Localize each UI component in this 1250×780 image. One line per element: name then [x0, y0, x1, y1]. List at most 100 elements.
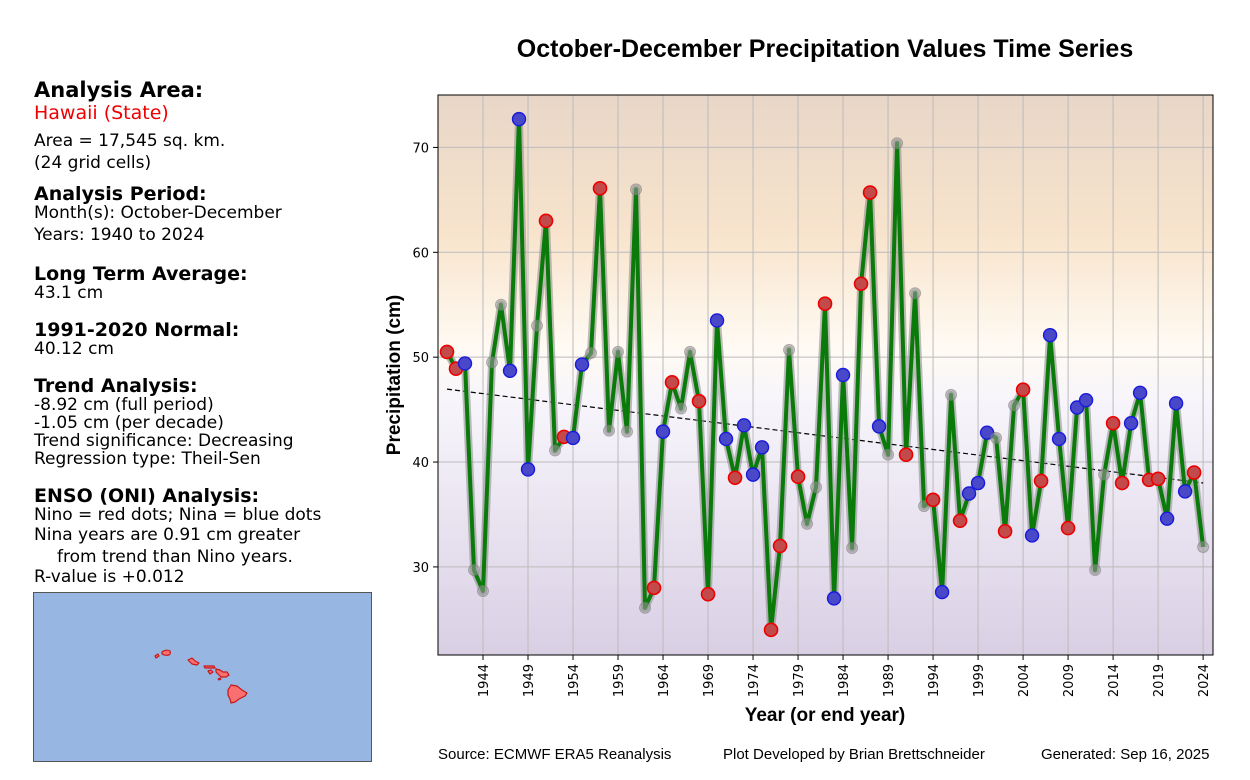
neutral-point: [531, 319, 544, 332]
nina-point: [736, 418, 752, 433]
neutral-point: [477, 585, 490, 598]
nina-point: [835, 367, 851, 383]
neutral-point: [468, 564, 481, 577]
neutral-point: [990, 431, 1003, 444]
footer-generated: Generated: Sep 16, 2025: [1041, 746, 1210, 763]
neutral-point: [783, 343, 796, 356]
big-island: [227, 684, 248, 704]
nina-point: [745, 467, 761, 482]
nina-point: [1132, 385, 1148, 401]
x-tick-label: 1964: [657, 664, 672, 697]
trend-heading: Trend Analysis:: [34, 375, 198, 397]
neutral-point: [639, 601, 652, 614]
normal-heading: 1991-2020 Normal:: [34, 319, 240, 341]
nina-point: [1177, 484, 1193, 499]
grid-lines: [438, 95, 1213, 655]
nina-point: [1024, 528, 1040, 543]
neutral-point: [909, 287, 922, 300]
nina-point: [826, 591, 842, 606]
x-tick-label: 1979: [792, 664, 807, 697]
neutral-point: [675, 402, 688, 415]
x-tick-label: 1959: [612, 664, 627, 697]
enso-heading: ENSO (ONI) Analysis:: [34, 485, 260, 507]
niihau-island: [154, 653, 160, 659]
trend-layer: [446, 388, 1204, 484]
regression-type: Regression type: Theil-Sen: [34, 449, 261, 469]
neutral-point: [549, 444, 562, 457]
trend-significance: Trend significance: Decreasing: [34, 431, 294, 451]
x-tick-label: 2014: [1107, 664, 1122, 697]
footer-source: Source: ECMWF ERA5 Reanalysis: [438, 746, 672, 763]
nina-point: [754, 440, 770, 455]
nino-point: [925, 492, 941, 508]
nino-point: [790, 469, 806, 485]
nino-point: [1033, 473, 1049, 489]
neutral-point: [945, 388, 958, 401]
nino-point: [853, 276, 869, 292]
nino-point: [997, 523, 1013, 539]
x-tick-label: 2019: [1152, 664, 1167, 697]
area-name: Hawaii (State): [34, 102, 169, 124]
nino-point: [1186, 465, 1202, 480]
y-tick-label: 40: [412, 456, 429, 471]
nina-point: [565, 430, 581, 446]
neutral-point: [882, 448, 895, 461]
x-tick-label: 1969: [702, 664, 717, 697]
nina-point: [961, 486, 977, 501]
nino-point: [772, 538, 788, 554]
lta-heading: Long Term Average:: [34, 263, 248, 285]
y-tick-label: 70: [412, 141, 429, 156]
neutral-point: [603, 424, 616, 437]
neutral-point: [846, 542, 859, 555]
neutral-point: [612, 345, 625, 358]
x-axis-label: Year (or end year): [745, 705, 906, 726]
points-layer: [439, 111, 1210, 638]
nina-point: [709, 313, 725, 328]
chart-title: October-December Precipitation Values Ti…: [517, 35, 1133, 63]
nina-point: [502, 363, 518, 379]
nina-point: [871, 419, 887, 434]
nina-point: [1159, 511, 1175, 526]
nina-point: [457, 356, 473, 371]
nino-point: [646, 580, 662, 596]
x-tick-label: 2024: [1197, 664, 1212, 697]
period-heading: Analysis Period:: [34, 183, 207, 205]
kauai-island: [161, 649, 171, 656]
x-tick-label: 2004: [1017, 664, 1032, 697]
nina-point: [934, 584, 950, 600]
nino-point: [817, 296, 833, 311]
x-tick-label: 1999: [972, 664, 987, 697]
nino-point: [763, 622, 779, 638]
molokai-island: [203, 665, 216, 669]
nino-point: [592, 181, 608, 196]
neutral-point: [684, 345, 697, 358]
enso-line1: Nina years are 0.91 cm greater: [34, 525, 301, 545]
nina-point: [970, 475, 986, 491]
nino-point: [664, 375, 680, 390]
nino-point: [1114, 475, 1130, 491]
period-months: Month(s): October-December: [34, 203, 282, 223]
y-tick-label: 50: [412, 351, 429, 366]
x-tick-label: 1974: [747, 664, 762, 697]
nino-point: [439, 344, 455, 360]
enso-legend: Nino = red dots; Nina = blue dots: [34, 505, 322, 525]
nino-point: [1015, 382, 1031, 397]
neutral-point: [630, 183, 643, 196]
neutral-point: [801, 517, 814, 530]
neutral-point: [495, 298, 508, 311]
kahoolawe-island: [217, 677, 222, 681]
nino-point: [952, 513, 968, 529]
x-tick-label: 1989: [882, 664, 897, 697]
nino-point: [691, 393, 707, 409]
grid-cells: (24 grid cells): [34, 153, 152, 173]
locator-map: [33, 592, 372, 762]
neutral-point: [1089, 564, 1102, 577]
nino-point: [727, 470, 743, 486]
period-years: Years: 1940 to 2024: [34, 225, 205, 245]
lanai-island: [207, 669, 214, 675]
footer-developer: Plot Developed by Brian Brettschneider: [723, 746, 985, 763]
nina-point: [718, 431, 734, 447]
y-axis-ticks: 30 40 50 60 70: [412, 141, 438, 576]
nina-point: [655, 424, 671, 439]
nina-point: [511, 111, 527, 127]
